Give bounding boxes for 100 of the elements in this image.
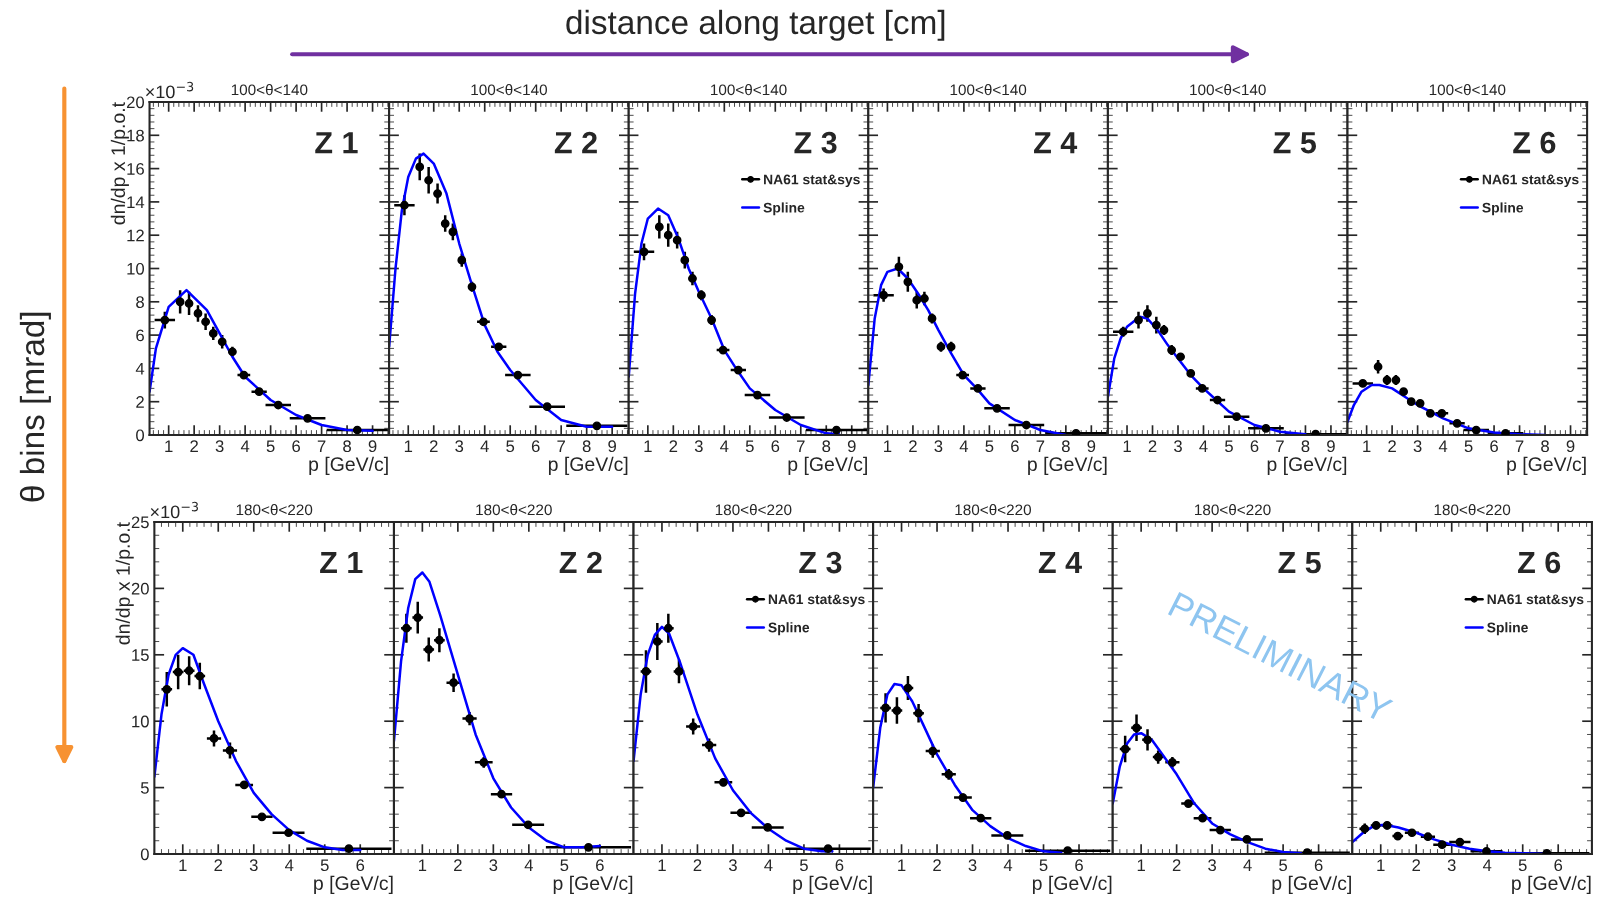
x-tick-label: 1 [179,859,187,871]
x-tick-label: 3 [968,859,977,872]
annotation: Z 2 [554,131,597,154]
legend-label: NA61 stat&sys [764,174,860,188]
x-tick-label: 6 [1011,440,1019,453]
legend-label: NA61 stat&sys [768,594,865,607]
annotation: Z 4 [1038,552,1082,574]
x-tick-label: 4 [285,859,294,871]
x-tick-label: 5 [1225,440,1233,453]
x-tick-label: 1 [1377,859,1385,871]
x-tick-label: 8 [1541,440,1549,453]
x-tick-label: 1 [884,440,892,452]
y-tick-label: 15 [132,649,149,661]
x-tick-label: 5 [560,859,569,872]
x-tick-label: 4 [1199,440,1208,452]
y-tick-label: 10 [127,262,145,275]
annotation: Z 5 [1273,132,1317,154]
text: ×10$^{−3}$ [150,501,198,519]
x-tick-label: 7 [317,440,326,452]
x-axis-title: p [GeV/c] [793,875,872,894]
x-tick-label: 1 [404,440,413,452]
text: distance along target [cm] [566,9,945,41]
legend-label: NA61 stat&sys [1487,594,1584,607]
text: ×10$^{−3}$ [146,81,194,99]
x-tick-label: 6 [596,859,604,872]
x-tick-label: 3 [1174,440,1182,453]
x-tick-label: 6 [356,859,365,872]
x-tick-label: 5 [799,859,808,872]
x-tick-label: 3 [215,440,224,453]
y-tick-label: 18 [127,129,144,142]
x-axis-title: p [GeV/c] [1032,875,1112,894]
x-tick-label: 3 [1447,859,1456,872]
x-tick-label: 3 [249,859,258,872]
y-tick-label: 20 [131,582,149,595]
chart-title: 180<θ<220 [955,503,1031,516]
legend-label: Spline [768,622,810,636]
annotation: Z 3 [799,551,842,574]
x-tick-label: 5 [1518,859,1527,872]
x-tick-label: 2 [190,440,198,452]
x-axis-title: p [GeV/c] [1028,456,1107,475]
x-tick-label: 2 [933,859,941,871]
y-tick-label: 0 [140,848,149,861]
x-axis-title: p [GeV/c] [788,456,867,475]
x-tick-label: 5 [506,440,515,453]
annotation: Z 4 [1034,132,1078,154]
annotation: Z 5 [1278,552,1321,574]
x-tick-label: 6 [771,440,780,453]
x-tick-label: 2 [1148,440,1157,452]
x-tick-label: 9 [1087,440,1096,453]
chart-title: 180<θ<220 [476,503,552,516]
x-tick-label: 5 [1279,859,1288,872]
x-tick-label: 9 [1566,440,1575,453]
x-tick-label: 5 [1039,859,1048,872]
x-tick-label: 4 [524,859,533,871]
annotation: Z 1 [320,552,363,574]
chart-title: 100<θ<140 [950,83,1027,96]
annotation: Z 3 [794,131,837,154]
x-tick-label: 7 [1515,440,1524,452]
legend-label: Spline [1482,202,1524,216]
chart-title: 180<θ<220 [1195,503,1271,516]
x-tick-label: 9 [608,440,617,453]
x-tick-label: 3 [489,859,498,872]
chart-title: 180<θ<220 [236,503,313,516]
x-tick-label: 7 [797,440,805,452]
x-tick-label: 9 [847,440,856,453]
chart-title: 100<θ<140 [471,83,547,96]
x-tick-label: 4 [1438,440,1448,452]
x-tick-label: 7 [1036,440,1045,452]
chart-title: 100<θ<140 [231,83,308,96]
y-tick-label: 20 [126,96,145,109]
x-tick-label: 5 [266,440,275,453]
x-tick-label: 3 [455,440,464,453]
legend-label: Spline [1487,622,1528,636]
x-tick-label: 4 [1003,859,1013,871]
chart-title: 180<θ<220 [1434,503,1511,516]
x-tick-label: 3 [1208,859,1217,872]
x-tick-label: 1 [1363,440,1371,452]
x-tick-label: 3 [934,440,943,453]
y-tick-label: 10 [132,715,149,728]
x-tick-label: 2 [214,859,223,871]
x-tick-label: 1 [165,440,173,452]
y-tick-label: 14 [127,196,145,208]
x-tick-label: 1 [418,859,427,871]
x-tick-label: 5 [745,440,754,453]
chart-title: 100<θ<140 [1429,83,1506,96]
x-axis-title: p [GeV/c] [1507,456,1586,475]
x-tick-label: 3 [1413,440,1422,453]
annotation: Z 2 [559,551,602,574]
x-tick-label: 8 [822,440,831,453]
x-tick-label: 4 [1243,859,1252,871]
x-tick-label: 3 [694,440,703,453]
x-tick-label: 8 [1301,440,1310,453]
x-tick-label: 5 [1464,440,1473,453]
x-tick-label: 4 [764,859,773,871]
text: θ bins [mrad] [19,312,51,502]
x-axis-title: p [GeV/c] [1272,875,1351,894]
x-tick-label: 2 [669,440,678,452]
x-tick-label: 4 [720,440,729,452]
x-tick-label: 2 [693,859,702,871]
x-tick-label: 8 [1061,440,1070,453]
